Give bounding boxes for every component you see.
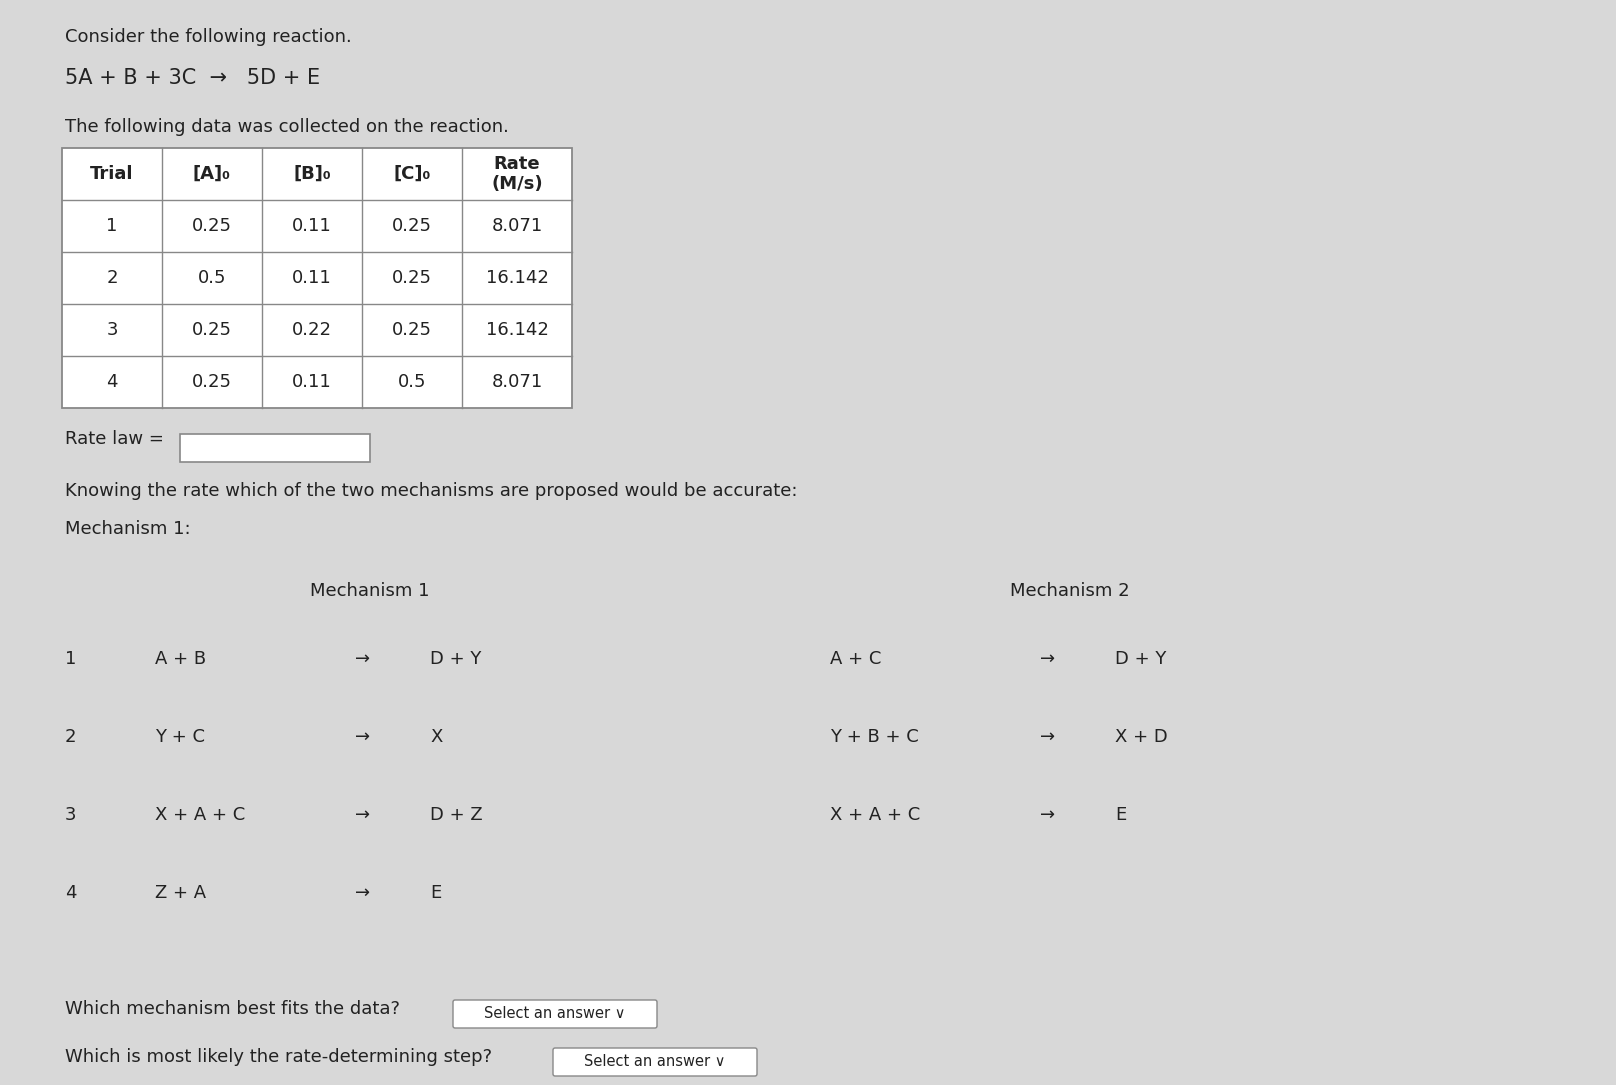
Text: 0.25: 0.25 [393,321,431,339]
Bar [179,434,370,462]
Text: Select an answer ∨: Select an answer ∨ [485,1007,625,1021]
Text: Which is most likely the rate-determining step?: Which is most likely the rate-determinin… [65,1048,493,1065]
Text: X + D: X + D [1115,728,1168,746]
Text: A + C: A + C [831,650,881,668]
Text: 0.11: 0.11 [292,373,331,391]
Text: D + Y: D + Y [430,650,482,668]
Text: 8.071: 8.071 [491,217,543,235]
Text: 5A + B + 3C  →   5D + E: 5A + B + 3C → 5D + E [65,68,320,88]
Text: Select an answer ∨: Select an answer ∨ [585,1055,726,1070]
Text: 0.5: 0.5 [197,269,226,288]
Text: 8.071: 8.071 [491,373,543,391]
Text: Y + C: Y + C [155,728,205,746]
Text: E: E [1115,806,1126,824]
Text: 4: 4 [65,884,76,902]
Text: Mechanism 1:: Mechanism 1: [65,520,191,538]
Text: 3: 3 [107,321,118,339]
Text: 0.11: 0.11 [292,269,331,288]
Text: [B]₀: [B]₀ [292,165,331,183]
Text: Consider the following reaction.: Consider the following reaction. [65,28,352,46]
Text: 0.11: 0.11 [292,217,331,235]
Text: →: → [1041,650,1055,668]
Bar [61,148,572,408]
Text: Y + B + C: Y + B + C [831,728,920,746]
FancyBboxPatch shape [452,1000,658,1027]
Text: 0.5: 0.5 [398,373,427,391]
Text: 0.25: 0.25 [192,321,233,339]
Text: Z + A: Z + A [155,884,207,902]
FancyBboxPatch shape [553,1048,756,1076]
Text: →: → [356,650,370,668]
Text: X + A + C: X + A + C [155,806,246,824]
Text: 16.142: 16.142 [485,321,548,339]
Text: 4: 4 [107,373,118,391]
Text: Trial: Trial [90,165,134,183]
Text: A + B: A + B [155,650,207,668]
Text: →: → [1041,806,1055,824]
Text: 16.142: 16.142 [485,269,548,288]
Text: →: → [356,806,370,824]
Text: Knowing the rate which of the two mechanisms are proposed would be accurate:: Knowing the rate which of the two mechan… [65,482,798,500]
Text: D + Y: D + Y [1115,650,1167,668]
Text: 0.25: 0.25 [192,373,233,391]
Text: [C]₀: [C]₀ [393,165,431,183]
Text: Mechanism 1: Mechanism 1 [310,582,430,600]
Text: 3: 3 [65,806,76,824]
Text: D + Z: D + Z [430,806,483,824]
Text: The following data was collected on the reaction.: The following data was collected on the … [65,118,509,136]
Text: E: E [430,884,441,902]
Text: Rate
(M/s): Rate (M/s) [491,154,543,193]
Text: [A]₀: [A]₀ [192,165,231,183]
Text: →: → [1041,728,1055,746]
Text: Rate law =: Rate law = [65,430,163,448]
Text: 0.25: 0.25 [393,269,431,288]
Text: X + A + C: X + A + C [831,806,920,824]
Text: 0.25: 0.25 [192,217,233,235]
Text: 0.25: 0.25 [393,217,431,235]
Text: Mechanism 2: Mechanism 2 [1010,582,1130,600]
Text: X: X [430,728,443,746]
Text: 2: 2 [65,728,76,746]
Text: Which mechanism best fits the data?: Which mechanism best fits the data? [65,1000,401,1018]
Text: →: → [356,728,370,746]
Text: 1: 1 [65,650,76,668]
Text: 2: 2 [107,269,118,288]
Text: 1: 1 [107,217,118,235]
Text: →: → [356,884,370,902]
Text: 0.22: 0.22 [292,321,331,339]
